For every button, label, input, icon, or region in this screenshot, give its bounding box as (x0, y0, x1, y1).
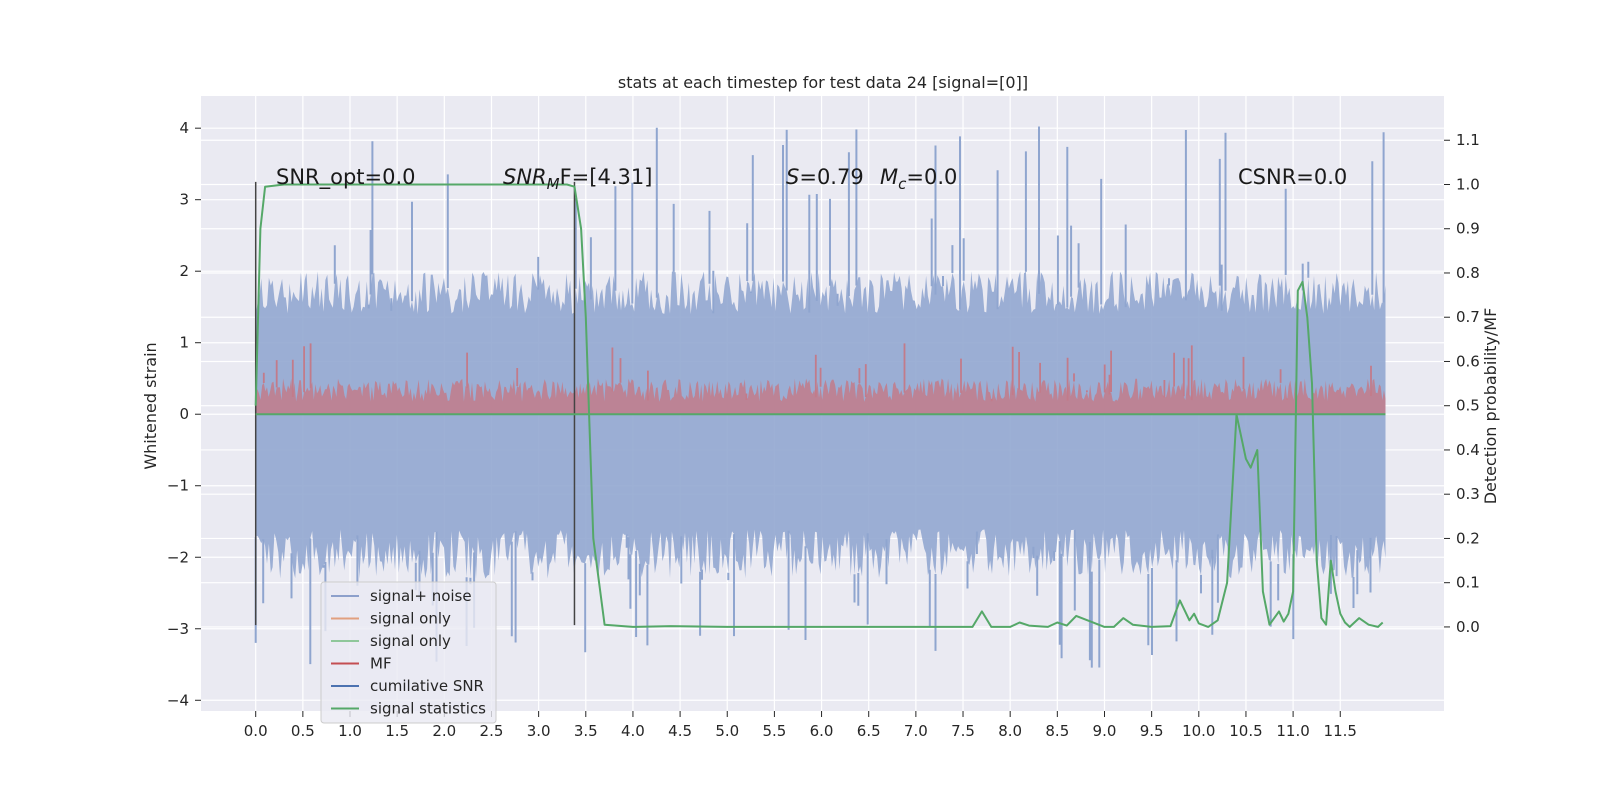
annotation-snr-mf-subscript: M (547, 175, 560, 193)
x-tick-label: 1.5 (385, 722, 409, 740)
annotation-mc-symbol: M (880, 165, 898, 189)
series-line (254, 183, 1384, 628)
x-tick-label: 9.0 (1093, 722, 1117, 740)
y2-tick-label: 0.2 (1456, 529, 1480, 547)
y2-tick-label: 0.7 (1456, 308, 1480, 326)
x-axis-ticks: 0.0 0.5 1.0 1.5 2.0 2.5 3.0 3.5 4.0 4.5 5.0 5.5 6.0 6… (244, 711, 1357, 740)
x-tick-label: 1.0 (338, 722, 362, 740)
x-tick-label: 6.5 (857, 722, 881, 740)
y-tick-label: 3 (179, 191, 189, 209)
series-mf-spikes (262, 343, 1372, 402)
annotation-snr-opt: SNR_opt=0.0 (276, 165, 416, 190)
y2-tick-label: 0.9 (1456, 220, 1480, 238)
x-tick-label: 4.0 (621, 722, 645, 740)
y2-tick-label: 1.1 (1456, 131, 1480, 149)
chart-title: stats at each timestep for test data 24 … (618, 73, 1028, 92)
x-tick-label: 10.0 (1182, 722, 1215, 740)
x-tick-label: 5.0 (715, 722, 739, 740)
x-tick-label: 9.5 (1140, 722, 1164, 740)
annotation-mc-subscript: c (898, 175, 907, 193)
x-tick-label: 8.5 (1045, 722, 1069, 740)
x-tick-label: 10.5 (1229, 722, 1262, 740)
x-tick-label: 2.0 (432, 722, 456, 740)
y-tick-label: −2 (167, 548, 189, 566)
legend: signal+ noise signal only signal only MF cum… (320, 581, 497, 724)
annotation-s-value: =0.79 (799, 165, 863, 189)
y2-tick-label: 0.5 (1456, 397, 1480, 415)
annotation-snr-mf-symbol: SNR (503, 165, 547, 189)
annotation-snr-mf-value: F=[4.31] (560, 165, 653, 189)
y2-tick-label: 0.4 (1456, 441, 1480, 459)
x-tick-label: 6.0 (810, 722, 834, 740)
annotation-s: S=0.79 (786, 165, 864, 189)
x-tick-label: 4.5 (668, 722, 692, 740)
line-series (254, 183, 1386, 628)
annotation-csnr: CSNR=0.0 (1238, 165, 1347, 189)
legend-label: signal only (370, 632, 451, 650)
annotation-mc-value: =0.0 (906, 165, 957, 189)
y-tick-label: 1 (179, 334, 189, 352)
x-tick-label: 3.5 (574, 722, 598, 740)
y-tick-label: 2 (179, 262, 189, 280)
y-tick-label: −4 (167, 691, 189, 709)
x-tick-label: 8.0 (998, 722, 1022, 740)
y-tick-label: 4 (179, 119, 189, 137)
x-tick-label: 3.0 (527, 722, 551, 740)
annotation-snr-mf: SNRMF=[4.31] (503, 165, 652, 193)
legend-box (320, 581, 497, 724)
x-tick-label: 2.5 (480, 722, 504, 740)
y2-tick-label: 0.3 (1456, 485, 1480, 503)
y-tick-label: −3 (167, 620, 189, 638)
x-tick-label: 11.5 (1324, 722, 1357, 740)
legend-label: signal+ noise (370, 587, 472, 605)
series-mf (255, 378, 1386, 415)
y2-tick-label: 0.8 (1456, 264, 1480, 282)
y2-axis-ticks: 0.0 0.1 0.2 0.3 0.4 0.5 0.6 0.7 0.8 0.9 1.0 1.1 (1444, 131, 1480, 636)
series-signal-plus-noise (255, 271, 1386, 579)
plot-layers (254, 126, 1386, 668)
legend-label: signal statistics (370, 700, 486, 718)
x-tick-label: 5.5 (762, 722, 786, 740)
legend-label: signal only (370, 610, 451, 628)
annotation-mc: Mc=0.0 (880, 165, 957, 193)
y2-tick-label: 0.0 (1456, 618, 1480, 636)
annotation-s-symbol: S (786, 165, 799, 189)
x-tick-label: 7.5 (951, 722, 975, 740)
y2-tick-label: 0.6 (1456, 352, 1480, 370)
legend-label: MF (370, 655, 392, 673)
x-tick-label: 0.5 (291, 722, 315, 740)
y-axis-ticks: −4 −3 −2 −1 0 1 2 3 4 (167, 119, 201, 709)
y2-axis-label: Detection probability/MF (1481, 308, 1500, 505)
y-tick-label: −1 (167, 477, 189, 495)
y2-tick-label: 0.1 (1456, 574, 1480, 592)
y-tick-label: 0 (179, 405, 189, 423)
y2-tick-label: 1.0 (1456, 175, 1480, 193)
x-tick-label: 11.0 (1276, 722, 1309, 740)
y-axis-label: Whitened strain (141, 342, 160, 469)
legend-label: cumilative SNR (370, 677, 484, 695)
x-tick-label: 0.0 (244, 722, 268, 740)
x-tick-label: 7.0 (904, 722, 928, 740)
